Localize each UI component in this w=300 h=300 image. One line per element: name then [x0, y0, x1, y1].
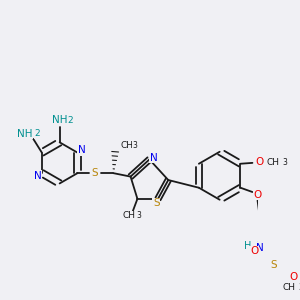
Text: O: O	[290, 272, 298, 282]
Text: CH: CH	[266, 158, 280, 166]
Text: 3: 3	[132, 141, 137, 150]
Text: CH: CH	[120, 141, 133, 150]
Text: S: S	[153, 198, 160, 208]
Text: 3: 3	[299, 283, 300, 292]
Text: N: N	[34, 171, 41, 181]
Text: N: N	[78, 145, 85, 155]
Text: NH: NH	[17, 129, 32, 139]
Text: S: S	[271, 260, 277, 270]
Text: NH: NH	[52, 115, 68, 125]
Text: O: O	[254, 190, 262, 200]
Text: H: H	[244, 241, 252, 251]
Text: 2: 2	[35, 129, 41, 138]
Text: 2: 2	[67, 116, 73, 124]
Text: O: O	[250, 246, 258, 256]
Text: N: N	[256, 243, 264, 253]
Text: S: S	[91, 168, 98, 178]
Text: CH: CH	[122, 212, 135, 220]
Text: O: O	[255, 157, 263, 167]
Text: 3: 3	[283, 158, 287, 166]
Text: 3: 3	[137, 212, 142, 220]
Text: CH: CH	[283, 283, 296, 292]
Text: N: N	[150, 153, 158, 163]
